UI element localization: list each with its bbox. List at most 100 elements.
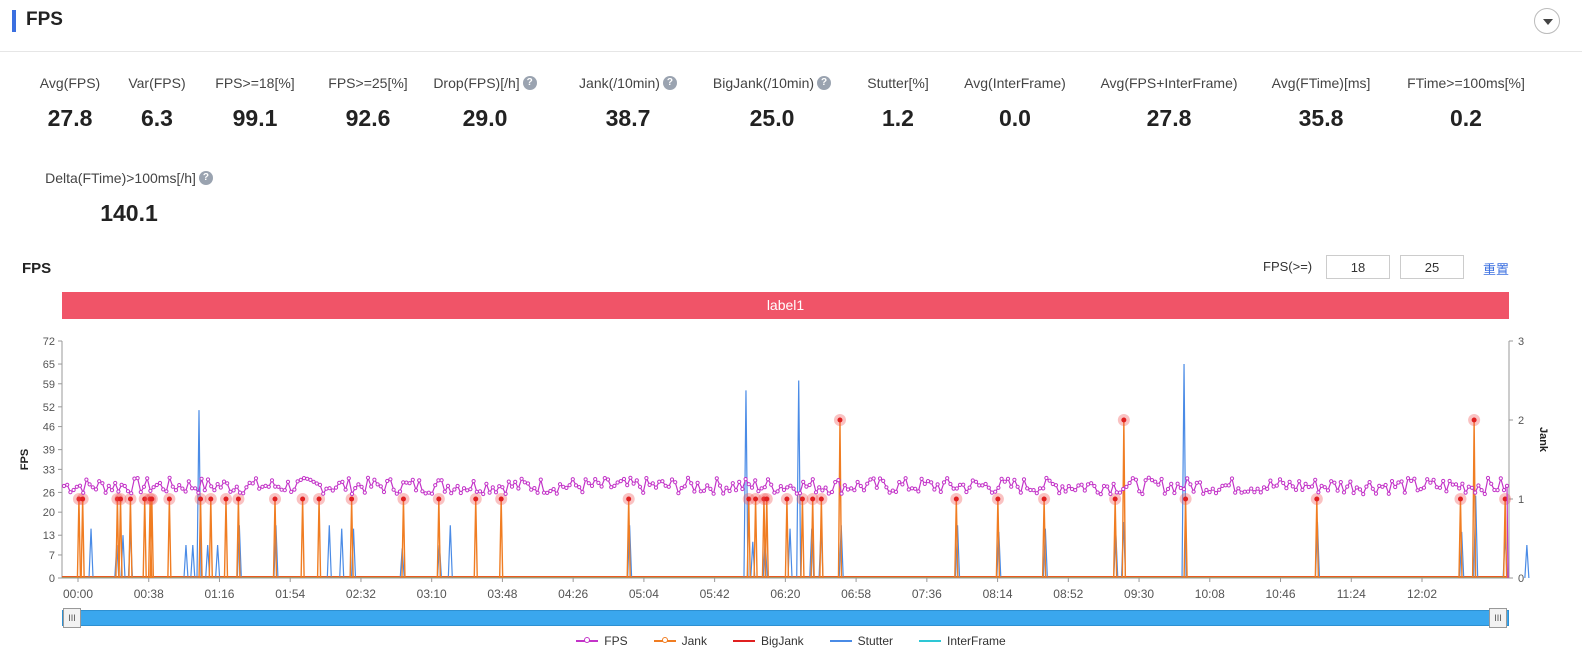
help-icon[interactable]: ? [662,76,677,90]
zoom-handle-left[interactable]: III [63,608,81,628]
fps-point [605,477,611,482]
fps-point [151,485,156,490]
legend-item-jank[interactable]: Jank [653,632,707,650]
jank-spike [800,498,805,579]
fps-point [964,489,969,495]
stutter-spike [1524,545,1530,579]
fps-point [106,483,111,488]
fps-point [765,477,771,482]
zoom-handle-right[interactable]: III [1489,608,1507,628]
fps-point [1175,481,1180,486]
jank-marker [76,496,82,502]
fps-point [1287,479,1292,484]
fps-chart[interactable]: 0 7 13 20 26 33 39 46 52 59 65 72 0 1 2 3 00:00 00:38 01:1… [0,325,1582,608]
fps-point [1316,490,1321,495]
fps-point [1226,483,1231,488]
fps-threshold-high-input[interactable] [1400,255,1464,279]
metric-label: Delta(FTime)>100ms[/h]? [45,170,213,186]
fps-threshold-low-input[interactable] [1326,255,1390,279]
fps-point [1236,486,1241,491]
x-tick-label: 12:02 [1407,587,1437,601]
fps-point [385,478,390,484]
reset-button[interactable]: 重置 [1483,262,1510,277]
fps-point [1345,484,1350,489]
fps-point [1079,482,1084,487]
fps-point [113,480,118,486]
collapse-chevron-icon[interactable] [1534,8,1560,34]
fps-point [81,490,86,495]
metric-value: 99.1 [232,105,278,131]
legend-item-fps[interactable]: FPS [576,632,628,650]
metric-value: 92.6 [345,105,391,131]
fps-point [125,489,131,494]
jank-marker [118,496,124,502]
fps-point [1370,486,1375,491]
fps-point [157,480,163,486]
fps-point [551,487,556,492]
metric-8: Avg(InterFrame) 0.0 [925,75,1105,132]
legend-item-bigjank[interactable]: BigJank [732,632,804,650]
fps-point [244,485,249,490]
fps-point [573,483,579,488]
fps-point [1121,486,1126,492]
fps-point [884,485,889,490]
fps-point [1380,484,1385,489]
fps-point [487,490,492,495]
fps-point [468,487,473,492]
stutter-spike [88,528,94,579]
fps-point [1405,476,1411,481]
fps-point [228,489,233,494]
fps-point [1015,484,1020,489]
fps-point [941,480,947,485]
fps-point [266,484,271,489]
x-tick-label: 02:32 [346,587,376,601]
fps-point [666,484,671,489]
help-icon[interactable]: ? [198,171,213,185]
fps-point [717,483,723,488]
fps-point [237,490,243,495]
stutter-spike [796,380,802,579]
fps-point [221,479,227,484]
fps-point [1063,489,1068,494]
fps-point [289,489,294,494]
fps-point [100,481,105,486]
fps-point [1073,488,1078,493]
y-right-tick-label: 2 [1518,415,1524,427]
legend-item-stutter[interactable]: Stutter [829,632,893,650]
y-left-tick-label: 59 [43,379,55,391]
legend-swatch [653,637,676,643]
jank-marker [316,496,322,502]
fps-point [1169,481,1174,486]
fps-point [794,491,799,496]
fps-point [929,480,934,485]
fps-point [1153,479,1158,484]
fps-point [826,491,831,496]
help-icon[interactable]: ? [817,76,832,90]
fps-point [1098,492,1103,497]
help-icon[interactable]: ? [522,76,537,90]
fps-point [673,480,678,485]
fps-point [1309,484,1315,489]
fps-point [1156,482,1161,487]
fps-point [589,483,595,488]
fps-point [1338,480,1343,485]
panel-title: FPS [26,9,63,30]
y-left-tick-label: 39 [43,445,55,457]
zoom-slider-track[interactable] [62,610,1509,626]
jank-marker [1112,496,1118,502]
fps-point [1018,490,1023,495]
fps-point [353,486,358,491]
jank-marker [626,496,632,502]
label-bar[interactable]: label1 [62,292,1509,319]
fps-point [362,490,367,495]
fps-point [298,477,303,482]
fps-point [1434,485,1439,490]
fps-point [817,485,822,490]
stutter-spike [339,528,345,579]
fps-point [500,485,505,490]
fps-point [388,477,393,482]
fps-point [769,482,774,487]
legend-item-interframe[interactable]: InterFrame [919,632,1006,650]
fps-point [919,476,924,481]
x-tick-label: 06:58 [841,587,871,601]
